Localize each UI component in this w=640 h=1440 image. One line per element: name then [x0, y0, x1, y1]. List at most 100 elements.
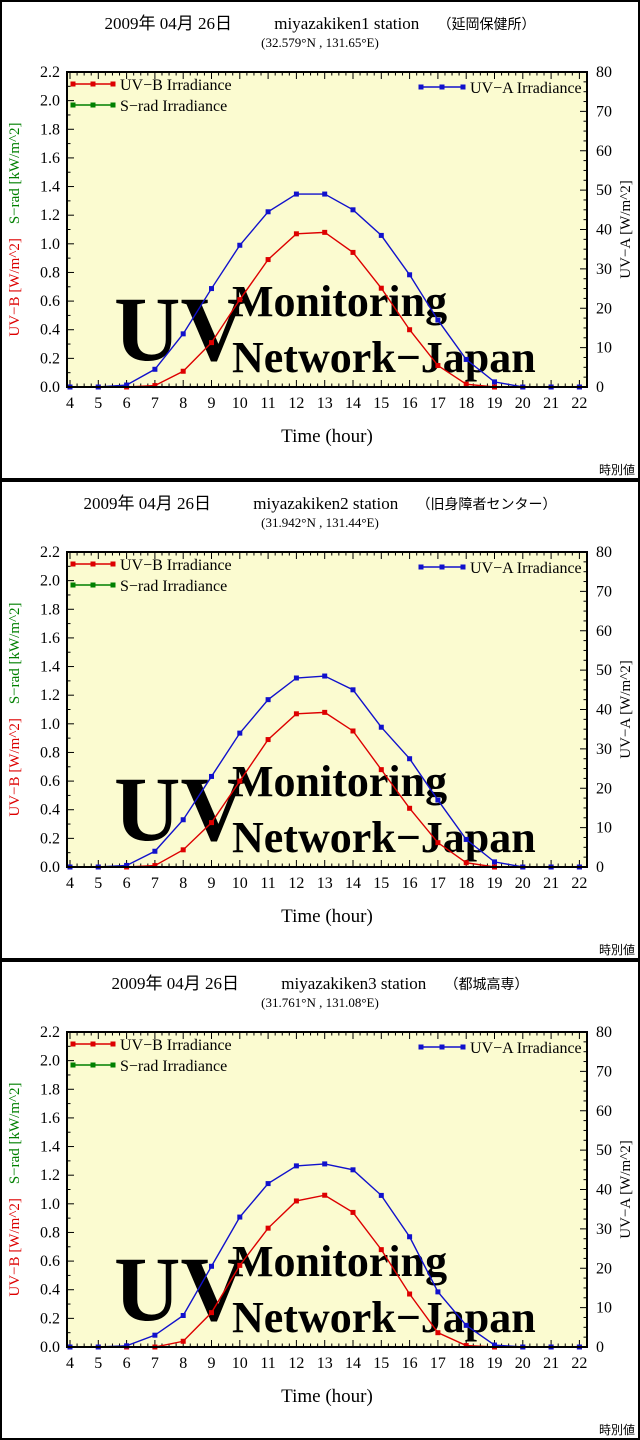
left-axis-label: UV−B [W/m^2]S−rad [kW/m^2] [7, 1082, 23, 1296]
title-station: miyazakiken1 station [274, 14, 420, 33]
svg-text:50: 50 [596, 1142, 612, 1159]
svg-text:Network−Japan: Network−Japan [232, 813, 536, 862]
svg-text:0.2: 0.2 [40, 1310, 60, 1327]
svg-text:10: 10 [596, 340, 612, 357]
svg-text:17: 17 [430, 875, 446, 892]
right-axis-label: UV−A [W/m^2] [618, 1140, 634, 1238]
svg-text:S−rad Irradiance: S−rad Irradiance [120, 1058, 227, 1075]
svg-text:80: 80 [596, 1024, 612, 1041]
svg-text:21: 21 [543, 395, 559, 412]
svg-text:10: 10 [596, 1300, 612, 1317]
svg-text:19: 19 [487, 1355, 503, 1372]
svg-text:5: 5 [94, 1355, 102, 1372]
svg-text:13: 13 [317, 1355, 333, 1372]
svg-text:11: 11 [260, 395, 275, 412]
chart-panel-2: 2009年 04月 26日 miyazakiken2 station （旧身障者… [0, 480, 640, 960]
svg-text:1.6: 1.6 [40, 630, 60, 647]
svg-text:7: 7 [151, 875, 159, 892]
svg-text:UV: UV [114, 278, 247, 380]
svg-text:1.0: 1.0 [40, 1196, 60, 1213]
svg-text:80: 80 [596, 544, 612, 561]
svg-text:21: 21 [543, 1355, 559, 1372]
svg-text:5: 5 [94, 395, 102, 412]
svg-text:21: 21 [543, 875, 559, 892]
svg-text:7: 7 [151, 1355, 159, 1372]
svg-text:2.2: 2.2 [40, 1024, 60, 1041]
svg-text:2.0: 2.0 [40, 573, 60, 590]
legend-item: UV−B Irradiance [70, 77, 232, 94]
svg-text:8: 8 [179, 1355, 187, 1372]
panel-coordinates: (31.942°N , 131.44°E) [261, 515, 379, 530]
svg-text:13: 13 [317, 875, 333, 892]
svg-text:50: 50 [596, 662, 612, 679]
svg-text:S−rad Irradiance: S−rad Irradiance [120, 578, 227, 595]
svg-text:9: 9 [208, 1355, 216, 1372]
svg-text:4: 4 [66, 395, 74, 412]
svg-text:1.2: 1.2 [40, 1167, 60, 1184]
svg-text:8: 8 [179, 875, 187, 892]
svg-text:16: 16 [402, 1355, 418, 1372]
svg-text:S−rad Irradiance: S−rad Irradiance [120, 98, 227, 115]
svg-text:17: 17 [430, 395, 446, 412]
tick-labels: 4 5 6 7 8 9 10 11 12 13 14 15 16 17 18 19 20 21 22 0.0 0.2 0.… [40, 64, 612, 412]
svg-text:40: 40 [596, 222, 612, 239]
hourly-values-note: 時別値 [598, 943, 635, 957]
tick-labels: 4 5 6 7 8 9 10 11 12 13 14 15 16 17 18 19 20 21 22 0.0 0.2 0.… [40, 1024, 612, 1372]
right-axis-label: UV−A [W/m^2] [618, 180, 634, 278]
svg-text:70: 70 [596, 103, 612, 120]
plot-frame [66, 551, 588, 868]
svg-text:80: 80 [596, 64, 612, 81]
left-axis-label: UV−B [W/m^2]S−rad [kW/m^2] [7, 602, 23, 816]
svg-text:15: 15 [373, 1355, 389, 1372]
svg-text:1.2: 1.2 [40, 687, 60, 704]
plot-frame [66, 71, 588, 388]
svg-text:22: 22 [571, 875, 587, 892]
x-axis-label: Time (hour) [281, 1386, 373, 1407]
svg-text:0.4: 0.4 [40, 802, 60, 819]
plot-frame [66, 1031, 588, 1348]
svg-text:Monitoring: Monitoring [232, 1237, 447, 1286]
svg-text:19: 19 [487, 395, 503, 412]
svg-text:1.8: 1.8 [40, 121, 60, 138]
svg-text:5: 5 [94, 875, 102, 892]
svg-text:40: 40 [596, 1182, 612, 1199]
svg-text:7: 7 [151, 395, 159, 412]
svg-text:60: 60 [596, 623, 612, 640]
svg-text:0: 0 [596, 859, 604, 876]
svg-text:1.4: 1.4 [40, 659, 60, 676]
title-date: 2009年 04月 26日 [111, 974, 240, 993]
svg-text:30: 30 [596, 741, 612, 758]
svg-text:4: 4 [66, 875, 74, 892]
svg-text:UV−B Irradiance: UV−B Irradiance [120, 557, 232, 574]
svg-text:2.2: 2.2 [40, 544, 60, 561]
title-date: 2009年 04月 26日 [104, 14, 233, 33]
right-axis-label: UV−A [W/m^2] [618, 660, 634, 758]
svg-text:12: 12 [288, 875, 304, 892]
plot-area [67, 1032, 587, 1347]
title-site: （都城高専） [444, 978, 529, 993]
svg-text:0.6: 0.6 [40, 293, 60, 310]
svg-text:10: 10 [232, 1355, 248, 1372]
svg-text:15: 15 [373, 395, 389, 412]
svg-text:2.0: 2.0 [40, 1053, 60, 1070]
svg-text:0.0: 0.0 [40, 1339, 60, 1356]
svg-text:19: 19 [487, 875, 503, 892]
svg-text:Network−Japan: Network−Japan [232, 333, 536, 382]
panel-title: 2009年 04月 26日 miyazakiken3 station （都城高専… [2, 969, 638, 994]
svg-text:17: 17 [430, 1355, 446, 1372]
svg-text:20: 20 [515, 395, 531, 412]
svg-text:40: 40 [596, 702, 612, 719]
svg-text:0: 0 [596, 379, 604, 396]
svg-text:4: 4 [66, 1355, 74, 1372]
svg-text:1.0: 1.0 [40, 716, 60, 733]
svg-text:22: 22 [571, 1355, 587, 1372]
svg-text:0.0: 0.0 [40, 379, 60, 396]
svg-text:60: 60 [596, 143, 612, 160]
x-axis-label: Time (hour) [281, 426, 373, 447]
svg-text:1.2: 1.2 [40, 207, 60, 224]
title-station: miyazakiken2 station [253, 494, 399, 513]
svg-text:10: 10 [232, 395, 248, 412]
